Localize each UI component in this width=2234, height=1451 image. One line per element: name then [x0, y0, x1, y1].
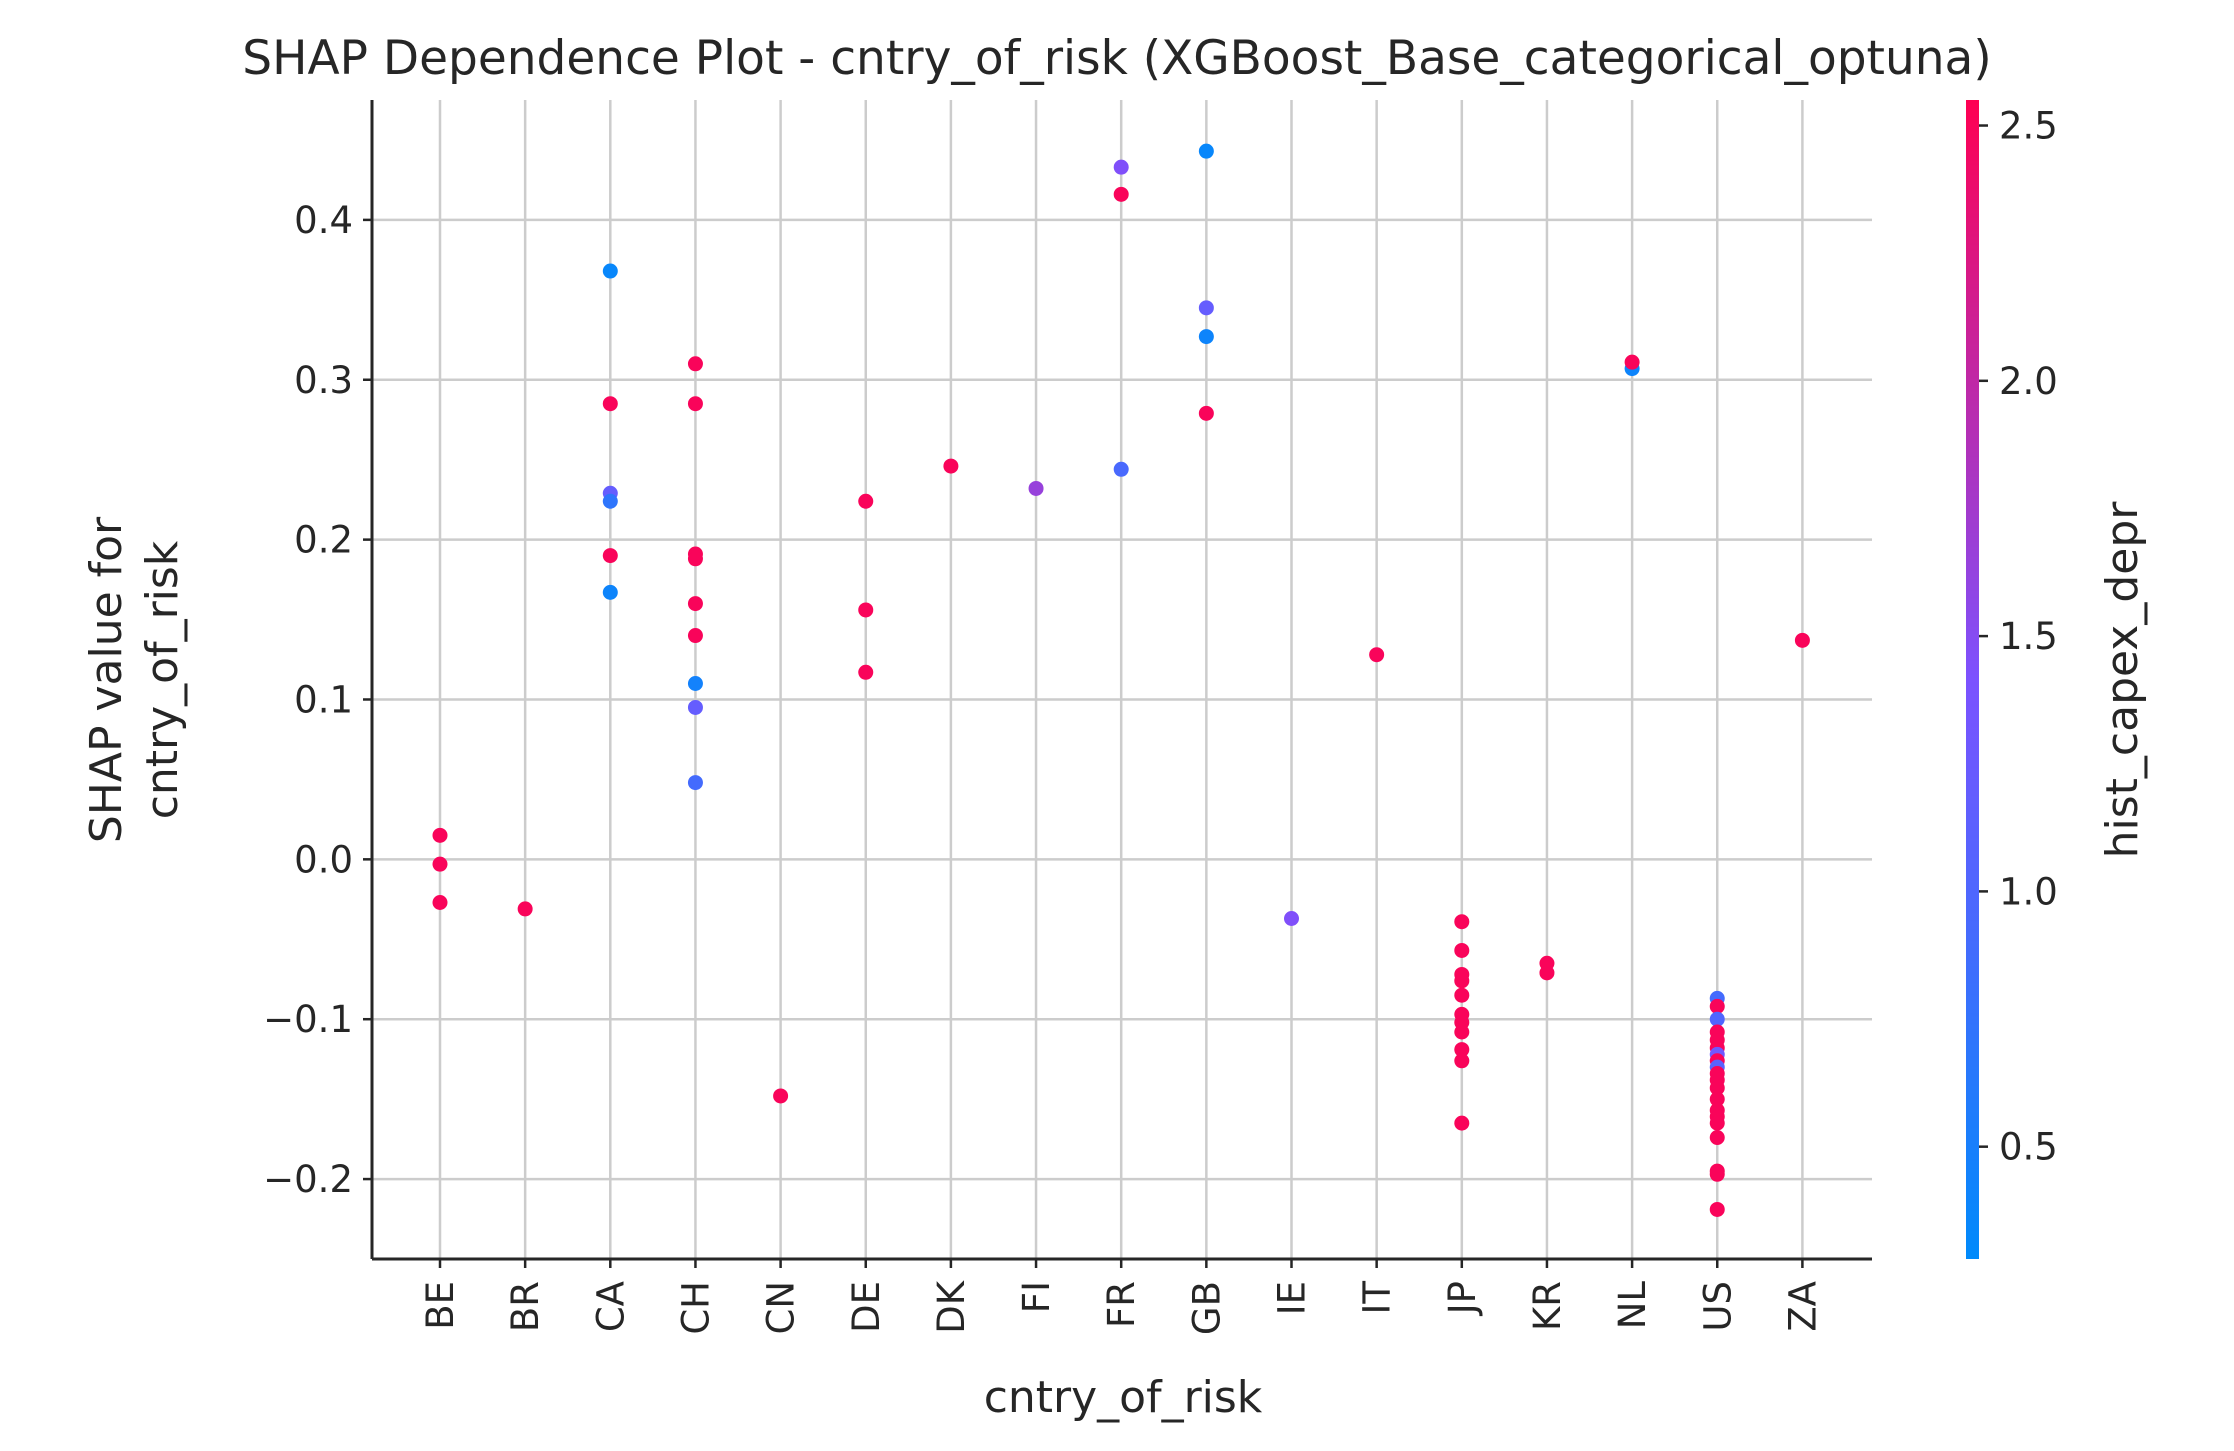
y-tick-label: −0.2 — [263, 1158, 353, 1201]
data-point — [1113, 186, 1129, 202]
data-point — [602, 396, 618, 412]
x-tick-label: IE — [1271, 1281, 1314, 1315]
x-tick-label: NL — [1611, 1281, 1654, 1330]
data-point — [687, 551, 703, 567]
data-point — [1454, 1115, 1470, 1131]
x-tick-label: BE — [419, 1281, 462, 1330]
data-point — [1539, 965, 1555, 981]
data-point — [1284, 910, 1299, 926]
data-point — [1709, 1115, 1725, 1131]
data-point — [517, 901, 533, 917]
data-point — [432, 856, 448, 872]
colorbar-label: hist_capex_depr — [2097, 501, 2148, 859]
data-point — [1709, 1091, 1725, 1107]
data-point — [432, 895, 448, 911]
colorbar: 0.5 1.0 1.5 2.0 2.5 — [1966, 100, 2058, 1259]
axes: −0.2 −0.1 0.0 0.1 0.2 0.3 0.4 BE BR CA CH CN DE DK FI F… — [263, 100, 1872, 1335]
x-tick-label: ZA — [1781, 1281, 1824, 1332]
data-point — [1709, 1011, 1725, 1027]
data-point — [1113, 461, 1129, 477]
data-point — [773, 1088, 789, 1104]
x-tick-label: KR — [1526, 1281, 1569, 1331]
data-point — [687, 396, 703, 412]
data-point — [687, 356, 703, 372]
data-point — [1454, 1042, 1470, 1058]
data-point — [1794, 632, 1810, 648]
x-tick-label: FR — [1100, 1281, 1143, 1328]
y-tick-label: 0.4 — [294, 199, 353, 242]
data-point — [1454, 1024, 1470, 1040]
data-point — [602, 263, 618, 279]
y-axis-label-line-2: cntry_of_risk — [137, 540, 188, 819]
data-point — [858, 602, 874, 618]
data-point — [432, 827, 448, 843]
data-point — [687, 596, 703, 612]
x-tick-label: CA — [589, 1281, 632, 1332]
x-tick-label: DE — [845, 1281, 888, 1333]
data-point — [687, 675, 703, 691]
colorbar-tick-label: 1.0 — [1999, 870, 2058, 913]
y-tick-label: 0.1 — [294, 678, 353, 721]
data-point — [687, 628, 703, 644]
data-point — [602, 493, 618, 509]
data-point — [687, 699, 703, 715]
x-axis-label: cntry_of_risk — [984, 1372, 1263, 1423]
grid — [372, 100, 1872, 1259]
colorbar-tick-label: 2.5 — [1999, 105, 2058, 148]
data-point — [1709, 1166, 1725, 1182]
data-point — [1198, 329, 1214, 345]
data-point — [1709, 1080, 1725, 1096]
data-point — [1028, 480, 1044, 496]
colorbar-tick-label: 2.0 — [1999, 360, 2058, 403]
data-point — [1198, 143, 1214, 159]
data-point — [1454, 973, 1470, 989]
data-point — [1624, 354, 1640, 370]
data-point — [858, 664, 874, 680]
x-tick-label: BR — [504, 1281, 547, 1332]
x-tick-label: DK — [930, 1279, 973, 1333]
x-tick-label: CH — [674, 1281, 717, 1335]
x-tick-label: FI — [1015, 1281, 1058, 1313]
y-tick-label: 0.2 — [294, 519, 353, 562]
x-tick-label: GB — [1185, 1281, 1228, 1335]
y-axis-label-line-1: SHAP value for — [81, 516, 132, 843]
colorbar-gradient — [1966, 100, 1979, 1259]
data-point — [1709, 998, 1725, 1014]
x-tick-label: CN — [760, 1281, 803, 1335]
colorbar-tick-label: 1.5 — [1999, 615, 2058, 658]
chart-title: SHAP Dependence Plot - cntry_of_risk (XG… — [242, 31, 1991, 86]
data-point — [602, 584, 618, 600]
data-point — [1709, 1130, 1725, 1146]
data-point — [943, 458, 959, 474]
data-point — [1709, 1201, 1725, 1217]
data-point — [602, 548, 618, 564]
y-tick-label: 0.3 — [294, 359, 353, 402]
data-point — [1454, 942, 1470, 958]
data-point — [1113, 159, 1129, 175]
data-point — [1454, 987, 1470, 1003]
data-point — [858, 493, 874, 509]
data-point — [1454, 914, 1470, 930]
data-point — [687, 775, 703, 791]
points-layer — [432, 143, 1810, 1217]
x-tick-label: US — [1696, 1281, 1739, 1332]
y-tick-label: 0.0 — [294, 838, 353, 881]
data-point — [1369, 647, 1385, 663]
colorbar-tick-label: 0.5 — [1999, 1126, 2058, 1169]
data-point — [1198, 405, 1214, 421]
x-tick-label: IT — [1356, 1281, 1399, 1315]
x-tick-label: JP — [1441, 1281, 1484, 1316]
y-tick-label: −0.1 — [263, 998, 353, 1041]
data-point — [1198, 300, 1214, 316]
data-point — [1454, 1053, 1470, 1069]
